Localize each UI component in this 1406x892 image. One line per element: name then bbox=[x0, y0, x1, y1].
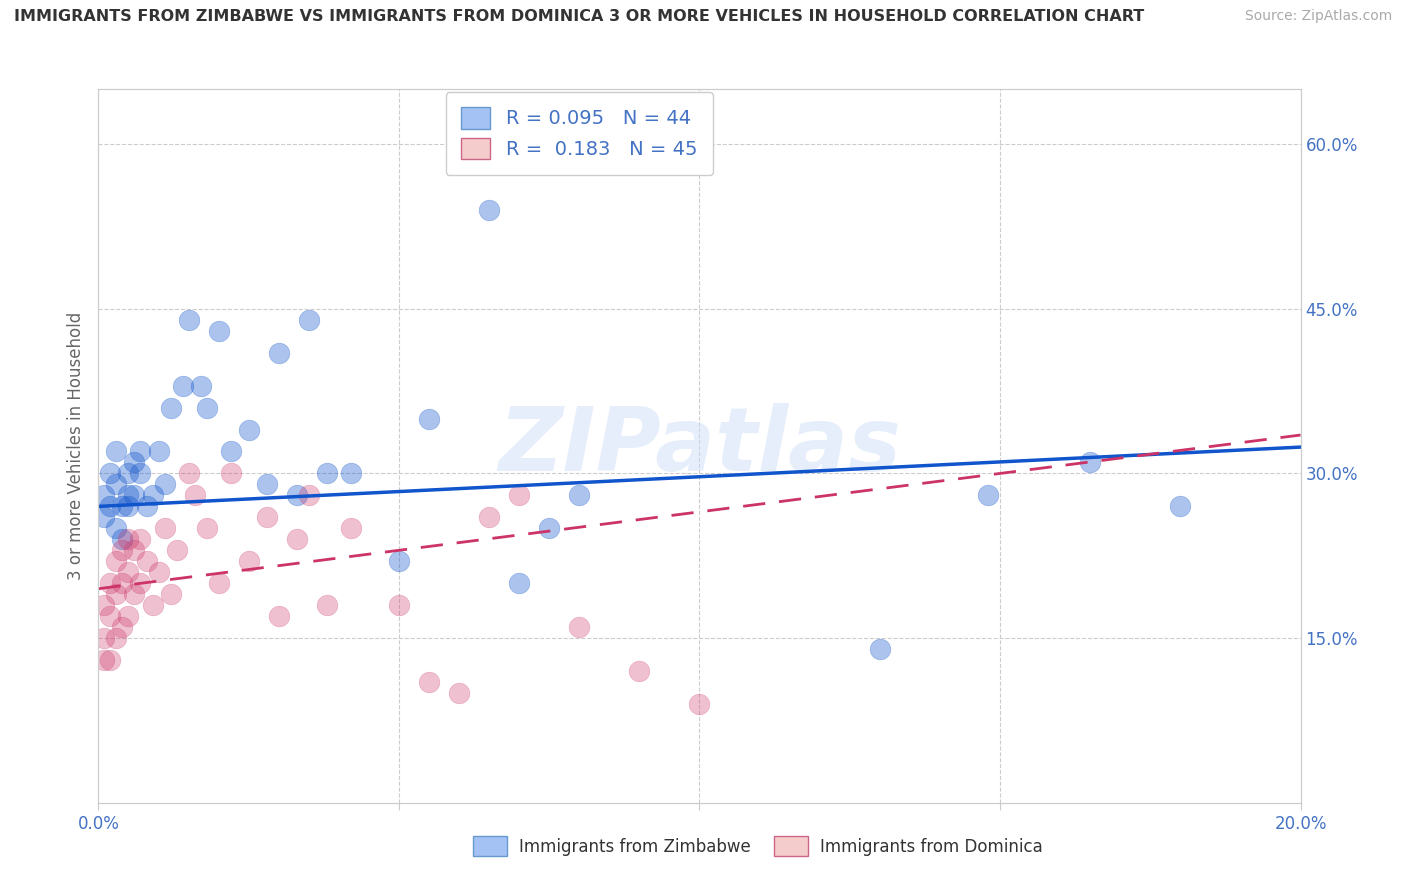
Point bbox=[1078, 455, 1101, 469]
Text: IMMIGRANTS FROM ZIMBABWE VS IMMIGRANTS FROM DOMINICA 3 OR MORE VEHICLES IN HOUSE: IMMIGRANTS FROM ZIMBABWE VS IMMIGRANTS F… bbox=[14, 9, 1144, 24]
Point bbox=[93, 631, 115, 645]
Point bbox=[124, 587, 146, 601]
Point bbox=[172, 378, 194, 392]
Point bbox=[117, 566, 139, 580]
Point bbox=[100, 609, 122, 624]
Point bbox=[219, 444, 242, 458]
Point bbox=[159, 587, 181, 601]
Point bbox=[105, 521, 128, 535]
Point bbox=[124, 543, 146, 558]
Point bbox=[238, 423, 260, 437]
Point bbox=[93, 488, 115, 502]
Point bbox=[141, 598, 163, 612]
Point bbox=[190, 378, 212, 392]
Text: Source: ZipAtlas.com: Source: ZipAtlas.com bbox=[1244, 9, 1392, 23]
Point bbox=[388, 554, 411, 568]
Point bbox=[478, 202, 501, 217]
Point bbox=[135, 554, 157, 568]
Point bbox=[267, 345, 290, 359]
Point bbox=[478, 510, 501, 524]
Point bbox=[129, 533, 152, 547]
Point bbox=[208, 324, 231, 338]
Point bbox=[315, 467, 337, 481]
Point bbox=[238, 554, 260, 568]
FancyBboxPatch shape bbox=[775, 837, 807, 856]
Point bbox=[447, 686, 470, 700]
Point bbox=[538, 521, 561, 535]
Point bbox=[129, 576, 152, 591]
Point bbox=[93, 510, 115, 524]
Point bbox=[315, 598, 337, 612]
Point bbox=[111, 620, 134, 634]
Point bbox=[111, 533, 134, 547]
Point bbox=[418, 675, 440, 690]
Point bbox=[153, 521, 176, 535]
Point bbox=[340, 467, 363, 481]
Point bbox=[1170, 500, 1192, 514]
Point bbox=[100, 500, 122, 514]
Point bbox=[388, 598, 411, 612]
Point bbox=[869, 642, 891, 657]
Point bbox=[117, 500, 139, 514]
Point bbox=[298, 312, 321, 326]
Point bbox=[124, 488, 146, 502]
Text: ZIPatlas: ZIPatlas bbox=[498, 402, 901, 490]
Point bbox=[340, 521, 363, 535]
Point bbox=[135, 500, 157, 514]
Point bbox=[267, 609, 290, 624]
Point bbox=[105, 444, 128, 458]
Y-axis label: 3 or more Vehicles in Household: 3 or more Vehicles in Household bbox=[66, 312, 84, 580]
Point bbox=[256, 477, 278, 491]
Point bbox=[105, 631, 128, 645]
Point bbox=[208, 576, 231, 591]
Point bbox=[148, 566, 170, 580]
Point bbox=[129, 444, 152, 458]
Point bbox=[568, 488, 591, 502]
Point bbox=[141, 488, 163, 502]
Point bbox=[195, 521, 218, 535]
Point bbox=[508, 488, 530, 502]
Point bbox=[111, 500, 134, 514]
Point bbox=[177, 467, 200, 481]
Text: Immigrants from Zimbabwe: Immigrants from Zimbabwe bbox=[519, 838, 751, 856]
Point bbox=[166, 543, 188, 558]
Point bbox=[93, 598, 115, 612]
Point bbox=[195, 401, 218, 415]
Point bbox=[418, 411, 440, 425]
FancyBboxPatch shape bbox=[474, 837, 508, 856]
Point bbox=[568, 620, 591, 634]
Point bbox=[111, 576, 134, 591]
Point bbox=[977, 488, 1000, 502]
Legend: R = 0.095   N = 44, R =  0.183   N = 45: R = 0.095 N = 44, R = 0.183 N = 45 bbox=[446, 92, 713, 175]
Point bbox=[219, 467, 242, 481]
Point bbox=[105, 554, 128, 568]
Point bbox=[93, 653, 115, 667]
Point bbox=[117, 467, 139, 481]
Point bbox=[100, 467, 122, 481]
Point bbox=[100, 653, 122, 667]
Point bbox=[148, 444, 170, 458]
Point bbox=[285, 533, 308, 547]
Point bbox=[159, 401, 181, 415]
Point bbox=[105, 477, 128, 491]
Point bbox=[183, 488, 205, 502]
Point bbox=[100, 576, 122, 591]
Text: Immigrants from Dominica: Immigrants from Dominica bbox=[820, 838, 1042, 856]
Point bbox=[298, 488, 321, 502]
Point bbox=[508, 576, 530, 591]
Point bbox=[153, 477, 176, 491]
Point bbox=[256, 510, 278, 524]
Point bbox=[177, 312, 200, 326]
Point bbox=[117, 533, 139, 547]
Point bbox=[285, 488, 308, 502]
Point bbox=[689, 697, 711, 711]
Point bbox=[105, 587, 128, 601]
Point bbox=[628, 664, 651, 678]
Point bbox=[117, 488, 139, 502]
Point bbox=[117, 609, 139, 624]
Point bbox=[129, 467, 152, 481]
Point bbox=[124, 455, 146, 469]
Point bbox=[111, 543, 134, 558]
